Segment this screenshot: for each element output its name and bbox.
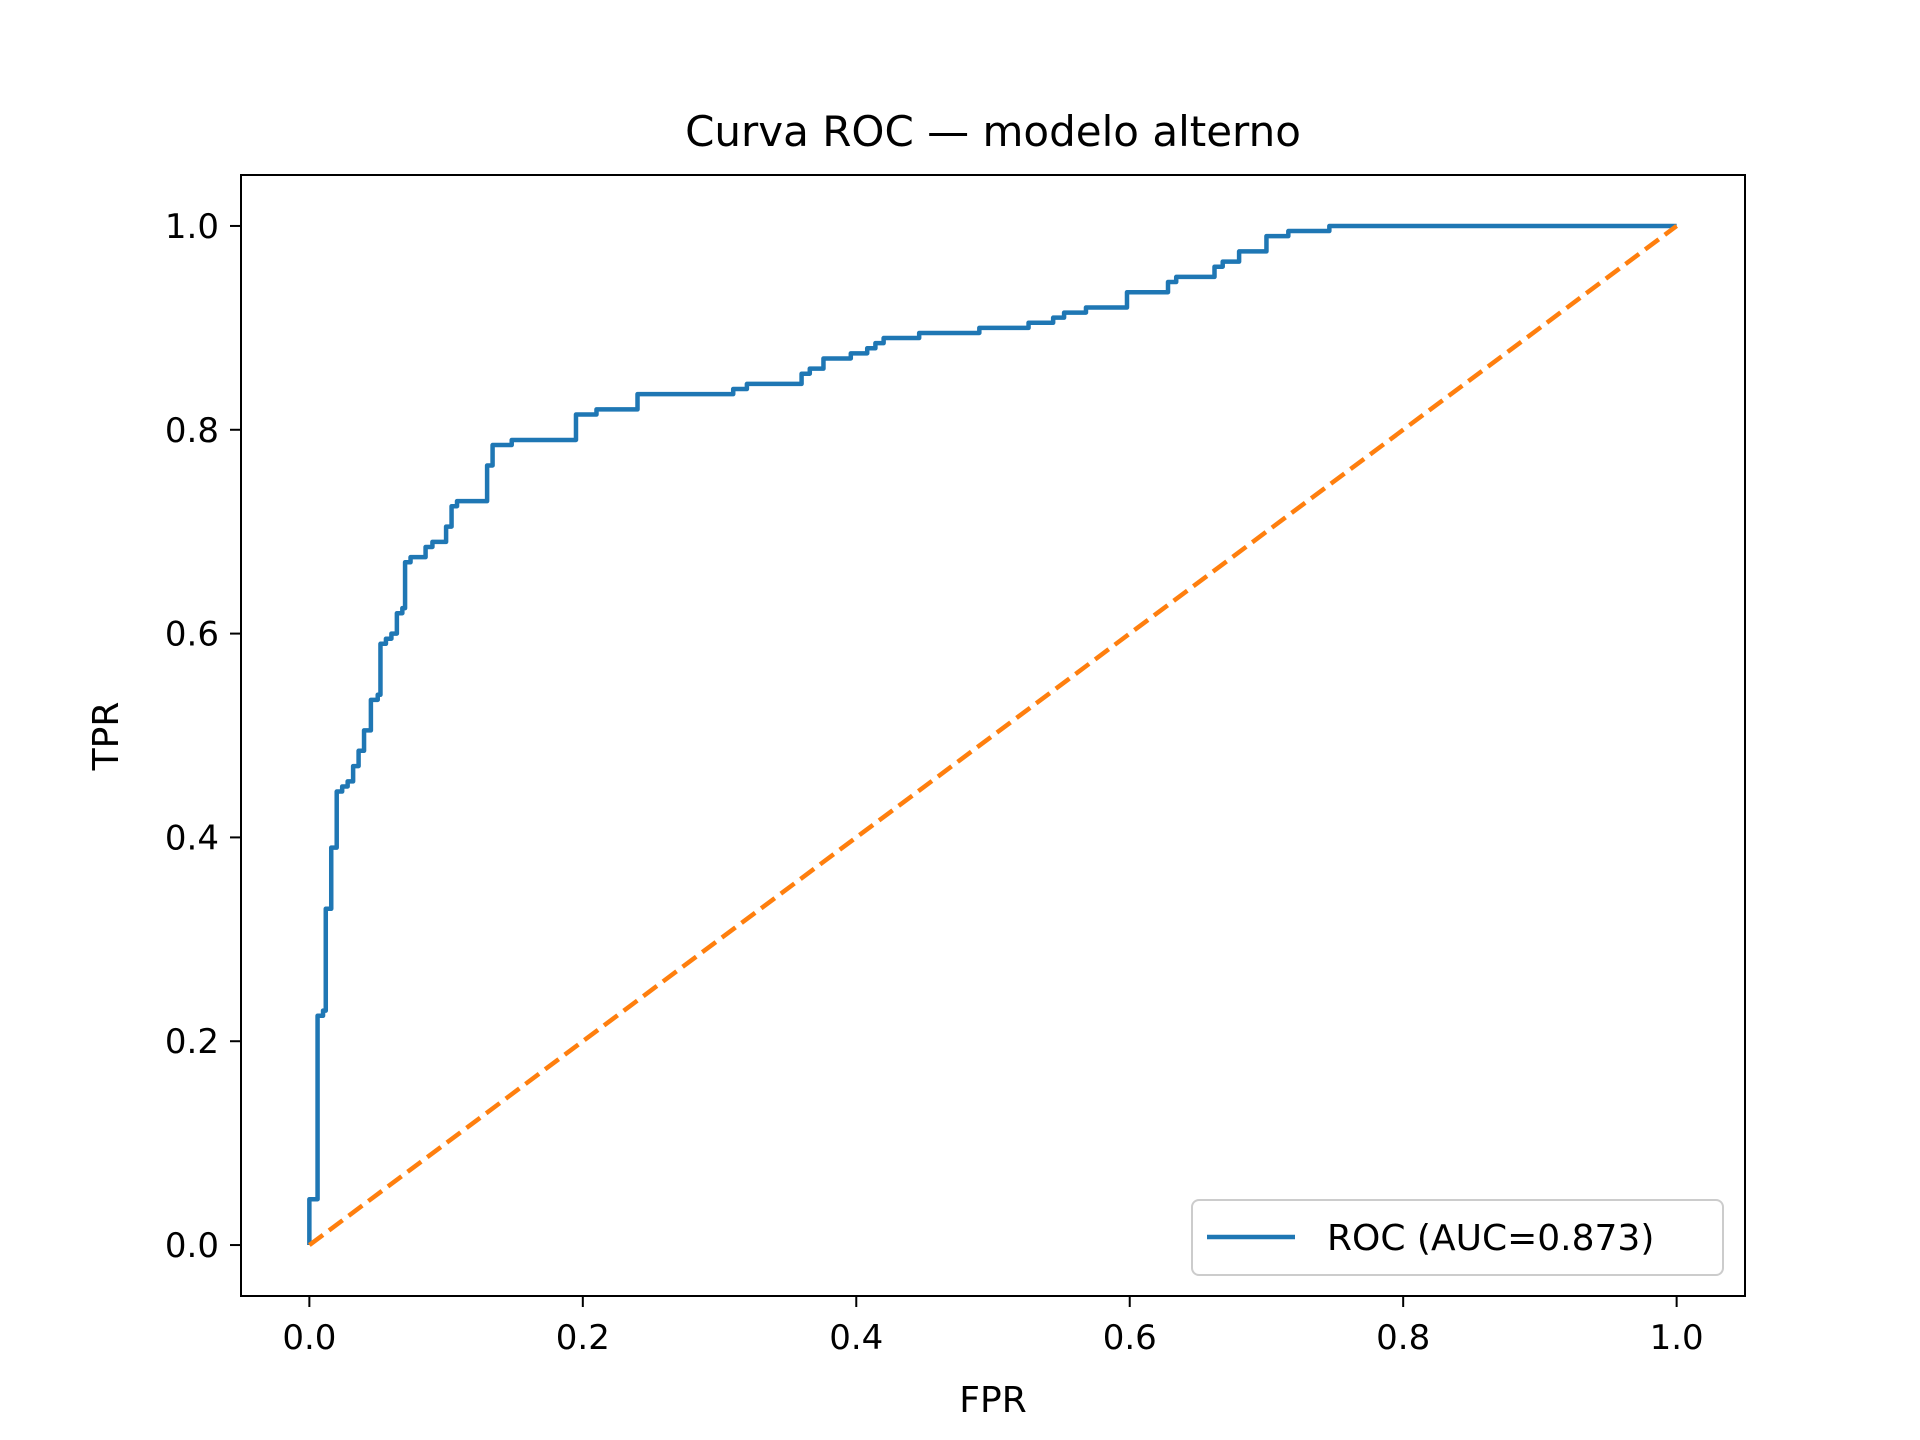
y-tick-label: 0.4 (165, 818, 219, 858)
x-axis-label: FPR (959, 1380, 1026, 1421)
x-tick-label: 0.6 (1103, 1318, 1157, 1358)
x-tick-label: 0.2 (556, 1318, 610, 1358)
y-tick-label: 0.6 (165, 615, 219, 655)
y-tick-label: 1.0 (165, 207, 219, 247)
legend-box (1191, 1199, 1724, 1276)
x-tick-label: 0.4 (829, 1318, 883, 1358)
chart-title: Curva ROC — modelo alterno (685, 107, 1301, 156)
roc-curve-line (307, 223, 1677, 1246)
y-axis-label: TPR (86, 702, 127, 772)
legend-label-roc: ROC (AUC=0.873) (1327, 1218, 1654, 1259)
x-tick-label: 0.0 (282, 1318, 336, 1358)
x-tick-label: 0.8 (1376, 1318, 1430, 1358)
y-tick-label: 0.8 (165, 411, 219, 451)
x-axis: 0.0 0.2 0.4 0.6 0.8 1.0 (282, 1296, 1704, 1358)
y-axis: 0.0 0.2 0.4 0.6 0.8 1.0 (165, 207, 241, 1266)
plot-frame (240, 174, 1746, 1297)
legend: ROC (AUC=0.873) (1191, 1199, 1724, 1276)
y-tick-label: 0.2 (165, 1022, 219, 1062)
chance-diagonal-line (308, 224, 1678, 1247)
y-tick-label: 0.0 (165, 1226, 219, 1266)
plot-area (240, 174, 1746, 1297)
x-tick-label: 1.0 (1650, 1318, 1704, 1358)
